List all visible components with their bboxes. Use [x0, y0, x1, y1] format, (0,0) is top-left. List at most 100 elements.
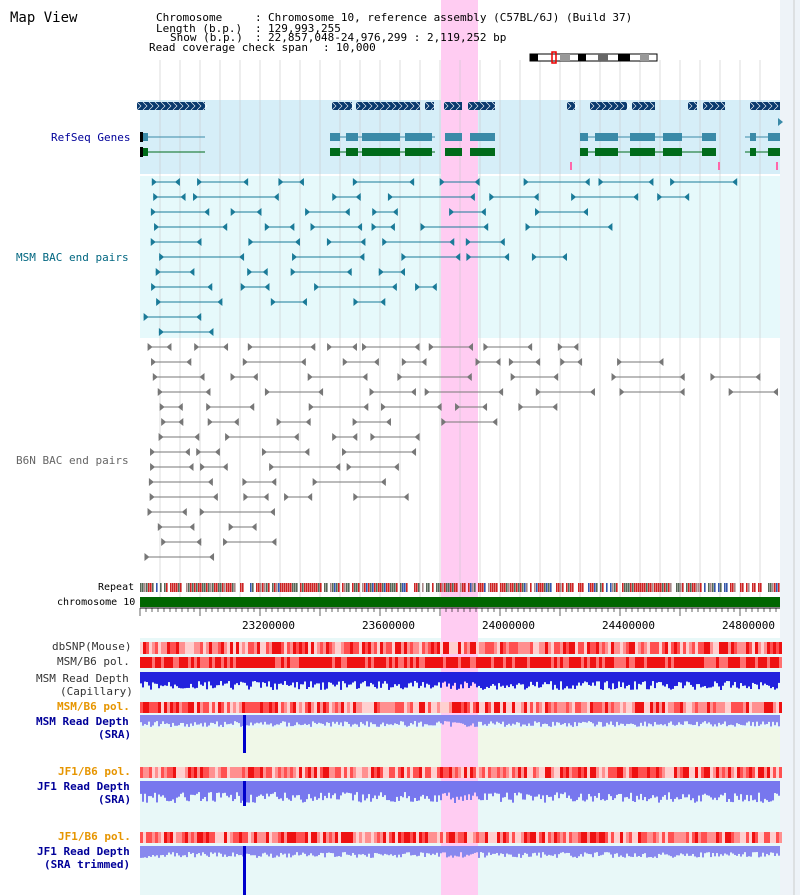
depth-bar	[616, 672, 618, 689]
depth-bar	[596, 846, 598, 853]
repeat-element	[474, 583, 476, 592]
heat-cell	[293, 832, 296, 843]
depth-bar	[560, 672, 562, 682]
heat-cell	[662, 642, 665, 654]
heat-cell	[359, 767, 362, 778]
heat-cell	[308, 767, 311, 778]
depth-bar	[388, 715, 390, 725]
heat-cell	[647, 832, 650, 843]
depth-bar	[228, 672, 230, 682]
heat-cell	[575, 657, 578, 668]
heat-cell	[509, 642, 512, 654]
heat-cell	[296, 767, 299, 778]
depth-bar	[724, 781, 726, 793]
heat-cell	[500, 767, 503, 778]
bac-end-marker	[161, 538, 167, 546]
heat-cell	[620, 702, 623, 713]
depth-bar	[218, 781, 220, 793]
depth-bar	[758, 672, 760, 690]
depth-bar	[716, 715, 718, 727]
heat-cell	[404, 832, 407, 843]
depth-bar	[420, 781, 422, 797]
depth-bar	[568, 715, 570, 724]
heat-cell	[284, 767, 287, 778]
depth-bar	[430, 781, 432, 802]
depth-bar	[306, 672, 308, 689]
depth-bar	[302, 846, 304, 853]
depth-bar	[776, 715, 778, 723]
depth-bar	[508, 846, 510, 855]
bac-end-marker	[577, 358, 583, 366]
depth-bar	[330, 781, 332, 799]
depth-bar	[184, 846, 186, 856]
bac-end-marker	[755, 373, 761, 381]
bac-end-marker	[414, 343, 420, 351]
depth-bar	[634, 781, 636, 803]
depth-bar	[318, 781, 320, 799]
heat-cell	[434, 642, 437, 654]
depth-bar	[222, 715, 224, 727]
depth-bar	[400, 846, 402, 858]
depth-bar	[262, 846, 264, 854]
depth-bar	[288, 846, 290, 854]
heat-cell	[623, 832, 626, 843]
heat-cell	[359, 832, 362, 843]
depth-bar	[180, 672, 182, 689]
heat-cell	[719, 642, 722, 654]
depth-bar	[476, 715, 478, 727]
depth-bar	[524, 672, 526, 690]
repeat-element	[384, 583, 386, 592]
depth-bar	[738, 846, 740, 854]
depth-bar	[676, 715, 678, 725]
depth-bar	[668, 672, 670, 689]
repeat-element	[566, 583, 568, 592]
heat-cell	[641, 702, 644, 713]
heat-cell	[536, 702, 539, 713]
depth-bar	[170, 715, 172, 727]
depth-bar	[384, 781, 386, 796]
depth-bar	[704, 846, 706, 854]
heat-cell	[452, 832, 455, 843]
depth-bar	[700, 672, 702, 688]
heat-cell	[722, 642, 725, 654]
heat-cell	[668, 702, 671, 713]
depth-bar	[494, 715, 496, 725]
depth-bar	[300, 846, 302, 855]
heat-cell	[176, 767, 179, 778]
repeat-element	[676, 583, 678, 592]
depth-bar	[760, 781, 762, 802]
heat-cell	[380, 642, 383, 654]
depth-bar	[502, 781, 504, 798]
depth-bar	[410, 846, 412, 856]
depth-bar	[426, 672, 428, 684]
depth-bar	[588, 846, 590, 854]
heat-cell	[386, 702, 389, 713]
gene-chevron	[749, 101, 755, 111]
bac-end-marker	[523, 178, 529, 186]
depth-bar	[382, 715, 384, 723]
depth-bar	[344, 781, 346, 794]
depth-bar	[450, 846, 452, 856]
heat-cell	[287, 767, 290, 778]
heat-cell	[227, 657, 230, 668]
depth-bar	[326, 846, 328, 853]
heat-cell	[398, 702, 401, 713]
heat-cell	[716, 767, 719, 778]
heat-cell	[404, 767, 407, 778]
heat-cell	[170, 657, 173, 668]
bac-end-marker	[263, 493, 269, 501]
heat-cell	[470, 702, 473, 713]
heat-cell	[476, 832, 479, 843]
heat-cell	[284, 702, 287, 713]
heat-cell	[779, 767, 782, 778]
heat-cell	[599, 767, 602, 778]
depth-bar	[638, 781, 640, 800]
depth-bar	[566, 715, 568, 727]
heat-cell	[713, 767, 716, 778]
heat-cell	[425, 642, 428, 654]
heat-cell	[731, 657, 734, 668]
depth-bar	[748, 781, 750, 802]
heat-cell	[563, 642, 566, 654]
repeat-element	[226, 583, 228, 592]
